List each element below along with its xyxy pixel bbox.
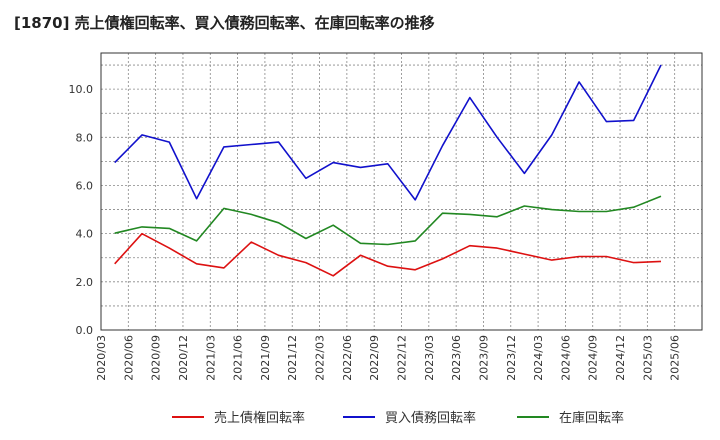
x-tick-label: 2020/03 — [95, 335, 108, 381]
x-tick-label: 2025/06 — [669, 335, 682, 381]
x-tick-label: 2020/09 — [150, 335, 163, 381]
legend: 売上債権回転率 買入債務回転率 在庫回転率 — [172, 410, 624, 426]
x-tick-label: 2024/06 — [559, 335, 572, 381]
x-tick-label: 2021/03 — [204, 335, 217, 381]
y-tick-label: 8.0 — [76, 131, 94, 144]
legend-label: 買入債務回転率 — [385, 410, 476, 426]
series-line — [114, 232, 662, 277]
x-tick-label: 2023/12 — [505, 335, 518, 381]
x-tick-label: 2021/12 — [286, 335, 299, 381]
x-tick-label: 2021/09 — [259, 335, 272, 381]
x-tick-label: 2022/03 — [314, 335, 327, 381]
x-tick-label: 2021/06 — [232, 335, 245, 381]
y-tick-label: 6.0 — [76, 179, 94, 192]
y-tick-label: 4.0 — [76, 228, 94, 241]
x-tick-label: 2024/09 — [587, 335, 600, 381]
x-tick-label: 2023/03 — [423, 335, 436, 381]
x-tick-label: 2022/06 — [341, 335, 354, 381]
x-tick-label: 2022/09 — [368, 335, 381, 381]
y-tick-label: 2.0 — [76, 276, 94, 289]
y-tick-label: 0.0 — [76, 324, 94, 337]
y-tick-label: 10.0 — [69, 83, 94, 96]
series — [114, 64, 662, 277]
x-tick-label: 2023/09 — [477, 335, 490, 381]
x-tick-label: 2025/03 — [641, 335, 654, 381]
legend-label: 売上債権回転率 — [214, 410, 305, 426]
chart-title: [1870] 売上債権回転率、買入債務回転率、在庫回転率の推移 — [14, 14, 435, 32]
grid — [101, 53, 702, 330]
x-tick-label: 2024/12 — [614, 335, 627, 381]
series-line — [114, 64, 662, 201]
series-line — [114, 195, 662, 246]
x-tick-label: 2020/12 — [177, 335, 190, 381]
x-tick-label: 2020/06 — [122, 335, 135, 381]
x-tick-label: 2022/12 — [396, 335, 409, 381]
x-tick-label: 2023/06 — [450, 335, 463, 381]
plot-frame — [100, 52, 703, 331]
legend-label: 在庫回転率 — [559, 410, 624, 426]
x-tick-label: 2024/03 — [532, 335, 545, 381]
axis-labels: 0.0 2.0 4.0 6.0 8.0 10.0 2020/03 2020/06 2020/09… — [69, 83, 682, 381]
